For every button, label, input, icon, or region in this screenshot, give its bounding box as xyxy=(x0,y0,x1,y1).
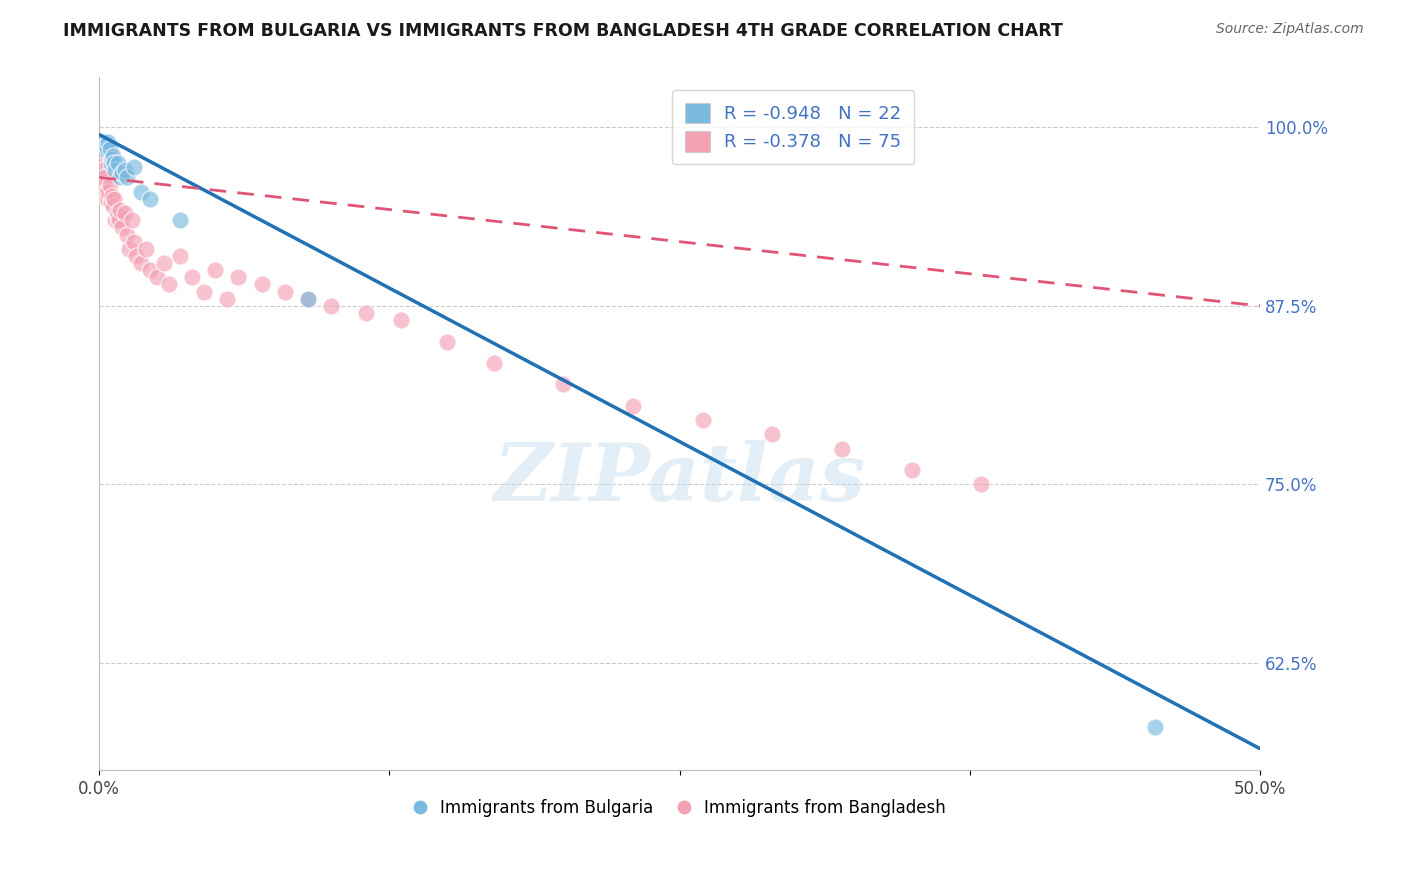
Point xyxy=(96,185,118,199)
Point xyxy=(100,156,122,170)
Point xyxy=(122,235,145,249)
Point xyxy=(90,142,112,156)
Point xyxy=(97,185,120,199)
Point xyxy=(121,213,143,227)
Point xyxy=(107,156,129,170)
Point xyxy=(389,313,412,327)
Point xyxy=(553,377,575,392)
Point xyxy=(181,270,204,285)
Point xyxy=(91,152,114,166)
Point xyxy=(101,152,124,166)
Point xyxy=(89,135,111,149)
Point xyxy=(93,170,115,185)
Point xyxy=(97,135,120,149)
Point xyxy=(436,334,458,349)
Point xyxy=(98,178,121,192)
Point xyxy=(93,163,115,178)
Text: Source: ZipAtlas.com: Source: ZipAtlas.com xyxy=(1216,22,1364,37)
Point xyxy=(96,137,118,152)
Point xyxy=(139,192,162,206)
Point xyxy=(970,477,993,491)
Point xyxy=(621,399,644,413)
Point xyxy=(157,277,180,292)
Point xyxy=(354,306,377,320)
Point xyxy=(228,270,250,285)
Point xyxy=(96,142,118,156)
Point xyxy=(129,256,152,270)
Point xyxy=(103,192,125,206)
Point xyxy=(1144,720,1167,734)
Point xyxy=(94,178,117,192)
Point xyxy=(101,149,124,163)
Point xyxy=(169,249,191,263)
Point xyxy=(104,213,127,227)
Point xyxy=(297,292,319,306)
Point xyxy=(900,463,922,477)
Point xyxy=(93,135,115,149)
Text: ZIPatlas: ZIPatlas xyxy=(494,441,866,518)
Point xyxy=(108,213,131,227)
Point xyxy=(107,209,129,223)
Point xyxy=(90,142,112,156)
Point xyxy=(114,163,136,178)
Point xyxy=(111,166,134,180)
Point xyxy=(321,299,343,313)
Point xyxy=(761,427,783,442)
Point xyxy=(692,413,714,427)
Point xyxy=(139,263,162,277)
Point xyxy=(108,203,131,218)
Point xyxy=(146,270,169,285)
Legend: Immigrants from Bulgaria, Immigrants from Bangladesh: Immigrants from Bulgaria, Immigrants fro… xyxy=(406,793,953,824)
Point xyxy=(482,356,505,370)
Point xyxy=(193,285,215,299)
Point xyxy=(297,292,319,306)
Point xyxy=(215,292,238,306)
Point xyxy=(104,163,127,178)
Point xyxy=(105,206,128,220)
Point xyxy=(122,161,145,175)
Point xyxy=(115,170,138,185)
Point xyxy=(129,185,152,199)
Point xyxy=(96,192,118,206)
Point xyxy=(204,263,226,277)
Point xyxy=(153,256,176,270)
Point xyxy=(125,249,148,263)
Point xyxy=(98,142,121,156)
Point xyxy=(101,189,124,203)
Point xyxy=(274,285,297,299)
Point xyxy=(101,199,124,213)
Point xyxy=(115,227,138,242)
Point xyxy=(111,220,134,235)
Point xyxy=(118,242,141,256)
Point xyxy=(169,213,191,227)
Point xyxy=(100,194,122,209)
Text: IMMIGRANTS FROM BULGARIA VS IMMIGRANTS FROM BANGLADESH 4TH GRADE CORRELATION CHA: IMMIGRANTS FROM BULGARIA VS IMMIGRANTS F… xyxy=(63,22,1063,40)
Point xyxy=(103,156,125,170)
Point xyxy=(114,206,136,220)
Point xyxy=(135,242,157,256)
Point xyxy=(831,442,853,456)
Point xyxy=(250,277,273,292)
Point xyxy=(108,170,131,185)
